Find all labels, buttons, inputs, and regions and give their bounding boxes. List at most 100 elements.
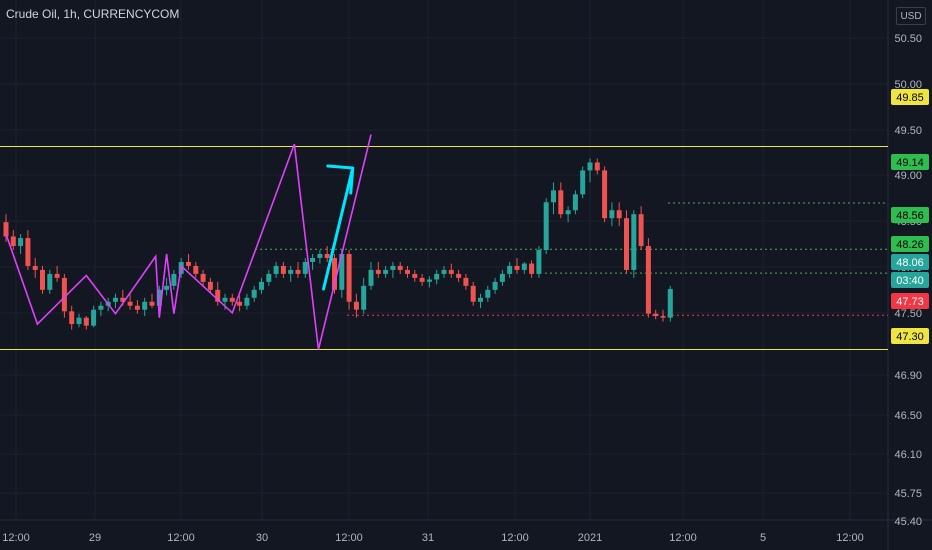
candle-body [456,273,462,278]
price-label: 48.56 [896,210,924,222]
y-tick-label: 45.40 [894,516,922,528]
arrow-head [326,164,355,195]
candle-body [186,261,191,266]
candle-body [266,273,272,282]
candle-body [142,301,148,310]
x-tick-label: 2021 [578,532,602,544]
candle-body [295,269,301,274]
x-tick-label: 5 [760,532,766,544]
price-label-box [891,328,929,344]
candle-body [113,297,118,302]
price-label-box [891,236,929,252]
candle-body [448,269,454,274]
price-label-box [891,272,929,288]
candle-body [302,261,308,274]
price-label-box [891,154,929,170]
price-label-box [891,254,929,270]
candle-body [149,301,155,306]
candle-body [667,289,673,318]
candle-body [587,162,593,171]
x-tick-label: 30 [256,532,268,544]
x-tick-label: 12:00 [335,532,363,544]
candle-body [660,316,666,318]
candle-body [251,289,257,298]
candle-body [193,265,199,274]
plot-area [0,0,888,520]
candle-body [332,257,337,290]
candle-body [32,265,38,270]
candle-body [602,170,608,219]
candle-body [47,273,53,290]
candle-body [120,297,126,302]
candle-body [419,277,425,282]
candle-body [572,194,578,211]
candle-body [624,218,629,270]
price-label: 49.85 [896,92,924,104]
candle-body [434,273,440,280]
candle-body [361,285,367,310]
trend-line [5,134,372,350]
candle-body [441,269,447,274]
y-tick-label: 45.75 [894,488,922,500]
candle-body [259,281,264,290]
candle-body [222,297,228,302]
candle-body [383,269,389,274]
x-tick-label: 29 [89,532,101,544]
x-tick-label: 12:00 [167,532,195,544]
candle-body [244,297,250,306]
x-tick-label: 12:00 [501,532,529,544]
candle-body [463,277,469,286]
price-axis: 50.5050.0049.5049.0048.5048.0047.5046.90… [891,33,929,528]
price-label: 48.06 [896,257,924,269]
candle-body [492,281,498,290]
candle-body [280,265,286,274]
currency-button[interactable]: USD [896,7,926,25]
y-tick-label: 49.00 [894,170,922,182]
candle-body [375,269,381,274]
candle-body [98,305,104,310]
y-tick-label: 47.50 [894,308,922,320]
price-label-box [891,207,929,223]
candle-body [317,254,323,258]
candle-body [558,190,564,215]
candle-body [390,265,396,270]
candle-body [288,269,294,274]
candle-body [499,273,505,282]
candle-body [164,285,170,290]
candle-body [551,190,556,203]
candle-body [3,222,9,237]
candle-body [470,285,476,302]
drawings [5,134,372,350]
y-tick-label: 49.50 [894,125,922,137]
candle-body [397,265,403,270]
y-tick-label: 50.50 [894,33,922,45]
x-tick-label: 31 [422,532,434,544]
candle-body [324,254,330,258]
candle-body [69,311,75,325]
candle-body [18,238,24,247]
candle-body [412,273,418,278]
candle-body [543,202,549,251]
candle-body [514,265,520,270]
candle-body [478,297,483,302]
candle-body [273,265,279,274]
candle-body [609,210,615,219]
candle-body [631,214,637,270]
price-label-box [891,293,929,309]
y-tick-label: 46.50 [894,410,922,422]
candle-body [616,210,622,219]
candle-body [237,301,243,306]
candle-body [507,265,513,274]
horizontal-levels [0,146,888,351]
candle-body [594,162,600,171]
candle-body [207,281,213,290]
candle-body [521,263,527,270]
x-tick-label: 12:00 [2,532,30,544]
candle-body [529,263,535,274]
y-tick-label: 46.90 [894,370,922,382]
candle-body [645,246,651,314]
candle-body [25,238,31,266]
candle-body [485,289,491,298]
